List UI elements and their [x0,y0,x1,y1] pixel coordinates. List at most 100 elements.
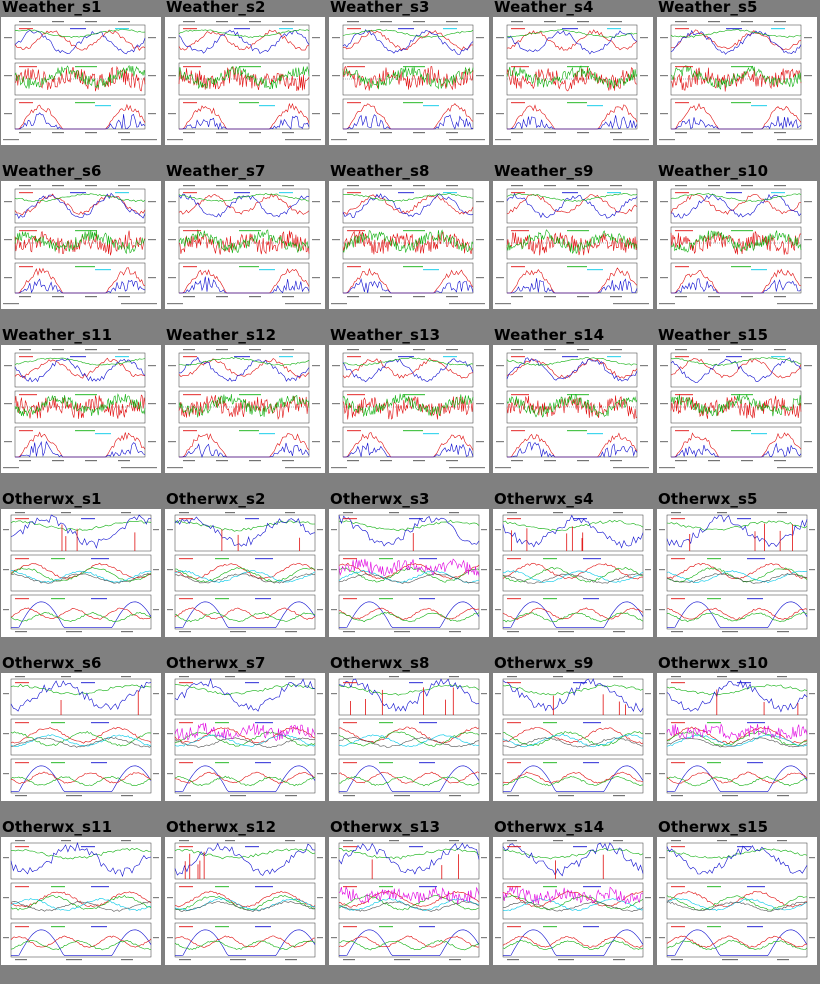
plot-thumbnail[interactable] [657,345,817,473]
thumbnail-title[interactable]: Weather_s13 [330,326,441,344]
thumbnail-title[interactable]: Weather_s10 [658,162,769,180]
plot-thumbnail[interactable] [1,181,161,309]
thumbnail-cell[interactable]: Otherwx_s10 [656,654,818,820]
plot-thumbnail[interactable] [1,673,161,801]
thumbnail-title[interactable]: Weather_s5 [658,0,758,16]
plot-thumbnail[interactable] [657,837,817,965]
thumbnail-title[interactable]: Otherwx_s11 [2,818,113,836]
thumbnail-cell[interactable]: Otherwx_s2 [164,490,326,656]
thumbnail-title[interactable]: Otherwx_s13 [330,818,441,836]
plot-thumbnail[interactable] [1,837,161,965]
thumbnail-title[interactable]: Weather_s14 [494,326,605,344]
thumbnail-cell[interactable]: Weather_s5 [656,0,818,164]
plot-thumbnail[interactable] [329,181,489,309]
plot-thumbnail[interactable] [165,181,325,309]
plot-thumbnail[interactable] [493,345,653,473]
thumbnail-cell[interactable]: Otherwx_s5 [656,490,818,656]
thumbnail-title[interactable]: Weather_s15 [658,326,769,344]
solar-panel [666,922,808,958]
thumbnail-title[interactable]: Otherwx_s4 [494,490,594,508]
thumbnail-cell[interactable]: Weather_s1 [0,0,162,164]
thumbnail-cell[interactable]: Otherwx_s14 [492,818,654,984]
plot-thumbnail[interactable] [493,509,653,637]
thumbnail-cell[interactable]: Weather_s13 [328,326,490,492]
plot-thumbnail[interactable] [1,345,161,473]
thumbnail-cell[interactable]: Weather_s8 [328,162,490,328]
plot-thumbnail[interactable] [493,181,653,309]
plot-thumbnail[interactable] [657,509,817,637]
thumbnail-title[interactable]: Weather_s6 [2,162,102,180]
plot-thumbnail[interactable] [329,509,489,637]
footer-label [659,303,675,305]
thumbnail-cell[interactable]: Weather_s10 [656,162,818,328]
plot-thumbnail[interactable] [657,673,817,801]
thumbnail-cell[interactable]: Weather_s2 [164,0,326,164]
time-axis-label [19,296,31,298]
thumbnail-title[interactable]: Otherwx_s9 [494,654,594,672]
thumbnail-cell[interactable]: Weather_s11 [0,326,162,492]
plot-thumbnail[interactable] [493,837,653,965]
time-axis-label [183,185,195,187]
thumbnail-title[interactable]: Weather_s2 [166,0,266,16]
thumbnail-title[interactable]: Weather_s8 [330,162,430,180]
plot-thumbnail[interactable] [657,17,817,145]
thumbnail-title[interactable]: Otherwx_s14 [494,818,605,836]
time-axis-label [380,296,392,298]
thumbnail-title[interactable]: Weather_s11 [2,326,113,344]
thumbnail-title[interactable]: Weather_s4 [494,0,594,16]
thumbnail-cell[interactable]: Otherwx_s13 [328,818,490,984]
thumbnail-title[interactable]: Otherwx_s1 [2,490,102,508]
plot-thumbnail[interactable] [1,509,161,637]
thumbnail-cell[interactable]: Otherwx_s8 [328,654,490,820]
thumbnail-cell[interactable]: Weather_s7 [164,162,326,328]
thumbnail-cell[interactable]: Otherwx_s7 [164,654,326,820]
thumbnail-title[interactable]: Weather_s7 [166,162,266,180]
thumbnail-cell[interactable]: Weather_s15 [656,326,818,492]
thumbnail-title[interactable]: Otherwx_s3 [330,490,430,508]
thumbnail-title[interactable]: Otherwx_s7 [166,654,266,672]
thumbnail-cell[interactable]: Otherwx_s4 [492,490,654,656]
thumbnail-cell[interactable]: Otherwx_s6 [0,654,162,820]
thumbnail-title[interactable]: Weather_s1 [2,0,102,16]
plot-thumbnail[interactable] [329,673,489,801]
thumbnail-cell[interactable]: Weather_s9 [492,162,654,328]
thumbnail-cell[interactable]: Weather_s14 [492,326,654,492]
plot-thumbnail[interactable] [493,673,653,801]
plot-thumbnail[interactable] [329,345,489,473]
thumbnail-cell[interactable]: Weather_s4 [492,0,654,164]
plot-thumbnail[interactable] [165,509,325,637]
plot-thumbnail[interactable] [329,17,489,145]
thumbnail-title[interactable]: Weather_s3 [330,0,430,16]
thumbnail-title[interactable]: Otherwx_s12 [166,818,277,836]
battery-line [666,771,808,784]
thumbnail-title[interactable]: Otherwx_s10 [658,654,769,672]
thumbnail-cell[interactable]: Otherwx_s9 [492,654,654,820]
thumbnail-title[interactable]: Otherwx_s8 [330,654,430,672]
plot-thumbnail[interactable] [165,345,325,473]
legend-label [255,926,271,928]
time-axis-label [708,132,720,134]
thumbnail-cell[interactable]: Otherwx_s15 [656,818,818,984]
thumbnail-cell[interactable]: Otherwx_s12 [164,818,326,984]
thumbnail-cell[interactable]: Otherwx_s1 [0,490,162,656]
thumbnail-cell[interactable]: Otherwx_s3 [328,490,490,656]
panel-temp-line [10,775,152,786]
thumbnail-title[interactable]: Weather_s9 [494,162,594,180]
plot-thumbnail[interactable] [165,837,325,965]
plot-thumbnail[interactable] [329,837,489,965]
plot-thumbnail[interactable] [165,17,325,145]
plot-thumbnail[interactable] [493,17,653,145]
thumbnail-title[interactable]: Otherwx_s15 [658,818,769,836]
thumbnail-cell[interactable]: Weather_s12 [164,326,326,492]
pressure-line [666,520,808,531]
thumbnail-title[interactable]: Otherwx_s2 [166,490,266,508]
thumbnail-cell[interactable]: Otherwx_s11 [0,818,162,984]
thumbnail-cell[interactable]: Weather_s6 [0,162,162,328]
thumbnail-cell[interactable]: Weather_s3 [328,0,490,164]
plot-thumbnail[interactable] [657,181,817,309]
thumbnail-title[interactable]: Otherwx_s6 [2,654,102,672]
thumbnail-title[interactable]: Weather_s12 [166,326,277,344]
plot-thumbnail[interactable] [1,17,161,145]
plot-thumbnail[interactable] [165,673,325,801]
thumbnail-title[interactable]: Otherwx_s5 [658,490,758,508]
